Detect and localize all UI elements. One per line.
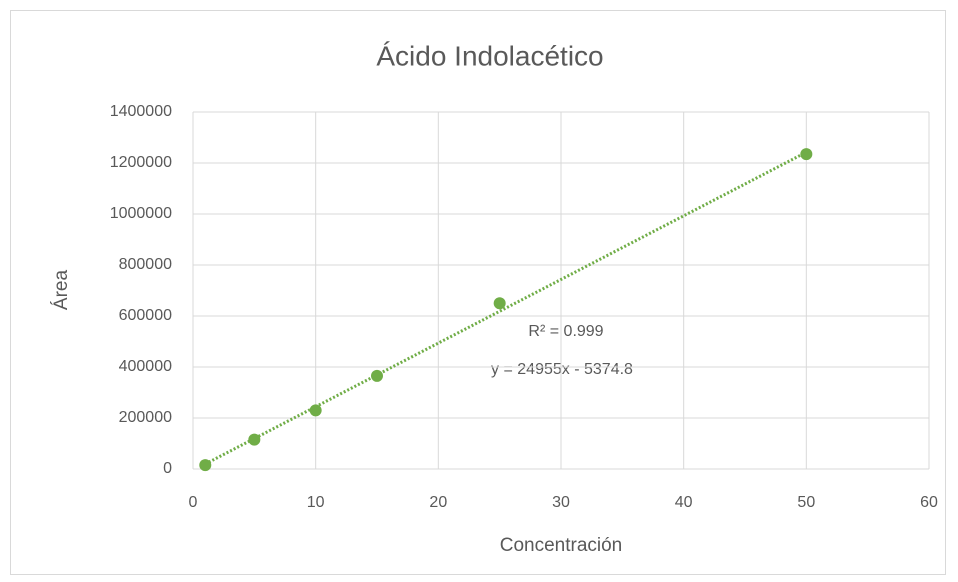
x-tick-label: 60 — [920, 494, 938, 511]
trendline — [204, 150, 808, 466]
y-tick-label: 200000 — [119, 409, 172, 426]
x-tick-label: 40 — [675, 494, 693, 511]
y-tick-label: 1200000 — [110, 154, 172, 171]
y-tick-label: 800000 — [119, 256, 172, 273]
x-tick-label: 50 — [797, 494, 815, 511]
annotation: R² = 0.999 — [528, 323, 603, 340]
y-tick-label: 1000000 — [110, 205, 172, 222]
chart-title: Ácido Indolacético — [376, 40, 603, 71]
x-tick-label: 0 — [189, 494, 198, 511]
x-axis-label: Concentración — [500, 535, 623, 556]
data-point — [800, 148, 813, 161]
y-tick-label: 0 — [163, 460, 172, 477]
data-point — [371, 369, 383, 382]
data-point — [199, 459, 212, 472]
chart-frame — [10, 10, 946, 575]
x-tick-label: 30 — [552, 494, 570, 511]
y-tick-label: 1400000 — [110, 103, 172, 120]
annotation: y = 24955x - 5374.8 — [491, 361, 633, 378]
x-tick-label: 20 — [429, 494, 447, 511]
x-tick-label: 10 — [307, 494, 325, 511]
data-point — [309, 404, 322, 417]
y-tick-label: 600000 — [119, 307, 172, 324]
y-axis-label: Área — [51, 270, 72, 311]
y-tick-label: 400000 — [119, 358, 172, 375]
data-point — [248, 433, 261, 446]
data-point — [493, 297, 506, 310]
